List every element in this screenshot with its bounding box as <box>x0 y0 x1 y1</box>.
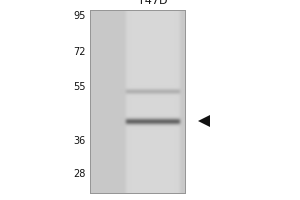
Text: 28: 28 <box>74 169 86 179</box>
Text: T47D: T47D <box>138 0 168 6</box>
Text: 55: 55 <box>74 82 86 92</box>
Text: 72: 72 <box>74 47 86 57</box>
Polygon shape <box>198 115 210 127</box>
Text: 36: 36 <box>74 136 86 146</box>
Text: 95: 95 <box>74 11 86 21</box>
